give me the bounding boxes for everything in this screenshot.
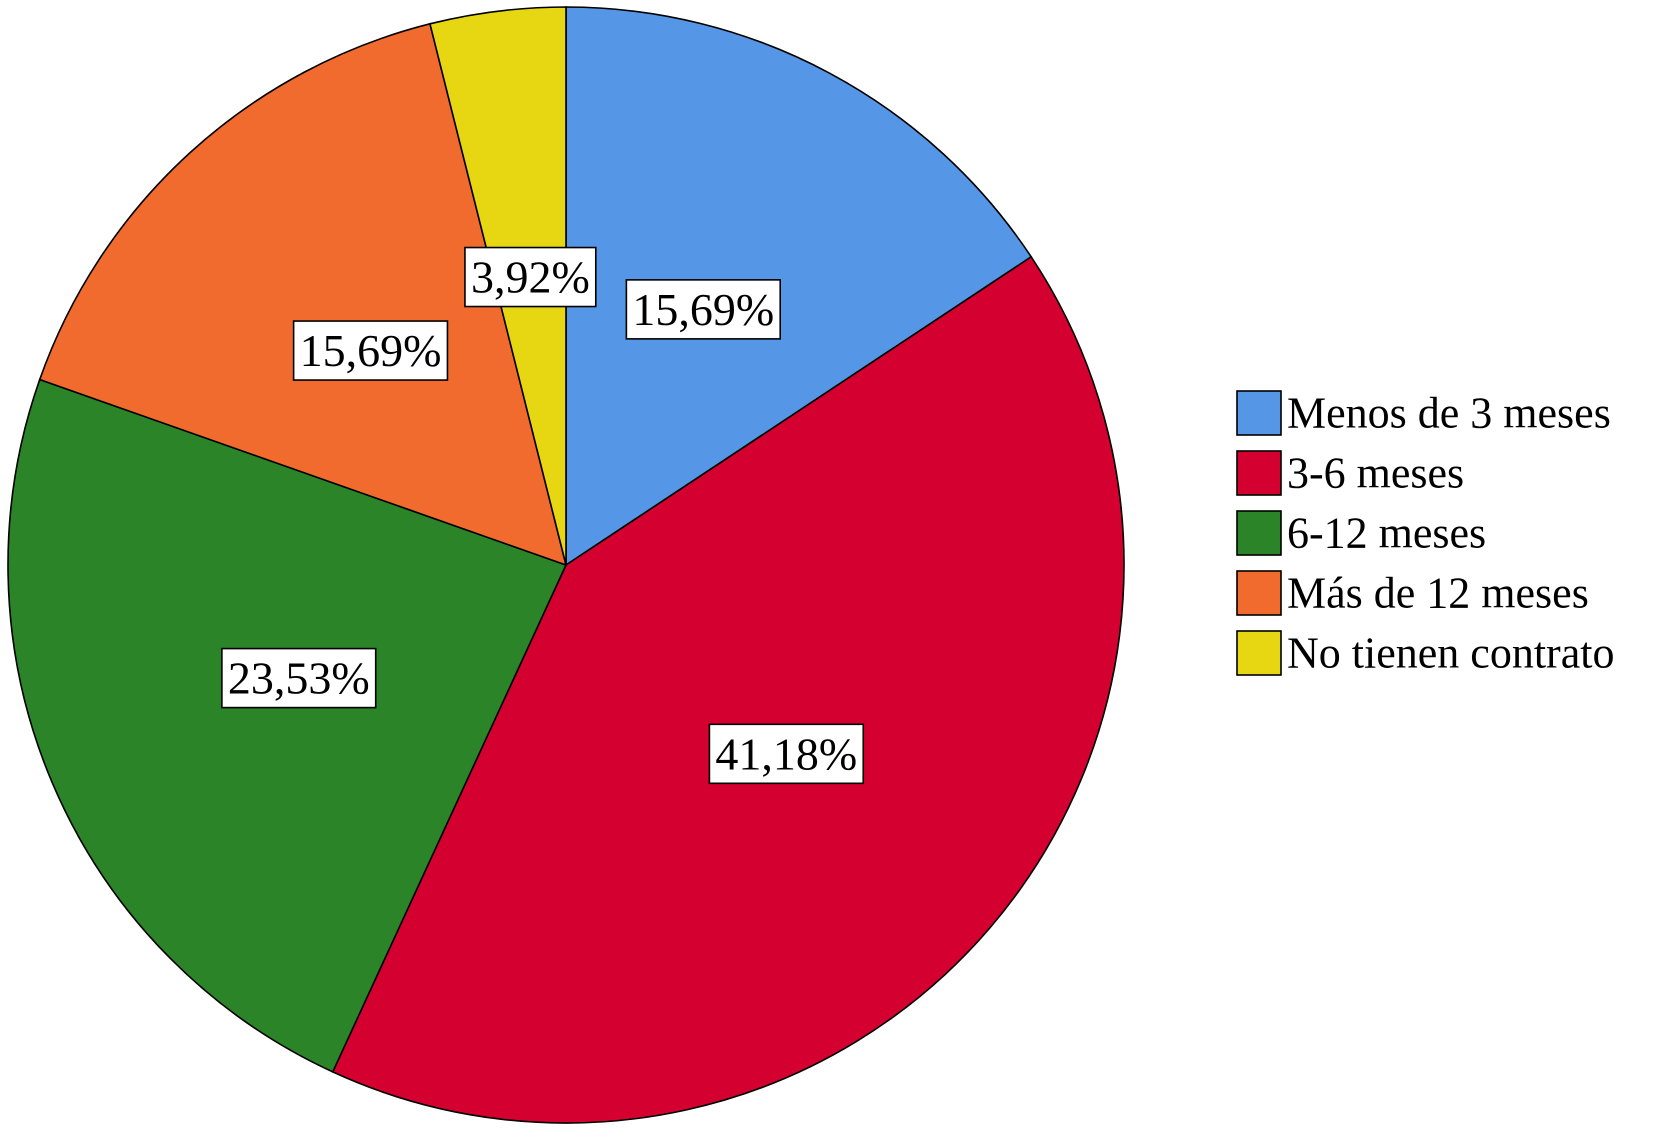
legend-label: Menos de 3 meses — [1287, 389, 1611, 438]
slice-data-label: 15,69% — [625, 279, 782, 340]
data-label-box — [292, 320, 449, 381]
data-label-box — [625, 279, 782, 340]
legend-item: 6-12 meses — [1236, 509, 1486, 558]
slice-data-label: 23,53% — [221, 647, 377, 709]
legend-swatch — [1236, 450, 1282, 496]
pie-slices — [7, 6, 1125, 1124]
legend-label: 3-6 meses — [1287, 449, 1464, 498]
legend-item: Menos de 3 meses — [1236, 389, 1611, 438]
legend-label: Más de 12 meses — [1287, 569, 1589, 618]
data-label-box — [708, 723, 865, 785]
data-label-box — [464, 246, 597, 308]
data-label-text: 23,53% — [228, 653, 370, 704]
legend-item: No tienen contrato — [1236, 629, 1614, 678]
legend: Menos de 3 meses 3-6 meses 6-12 meses Más d… — [1236, 389, 1614, 678]
data-label-text: 15,69% — [300, 325, 442, 376]
legend-label: 6-12 meses — [1287, 509, 1486, 558]
data-label-text: 41,18% — [715, 728, 857, 779]
data-label-text: 15,69% — [632, 284, 774, 335]
legend-label: No tienen contrato — [1287, 629, 1614, 678]
legend-swatch — [1236, 390, 1282, 436]
pie-slice — [565, 6, 1033, 567]
legend-swatch — [1236, 630, 1282, 676]
data-label-text: 3,92% — [471, 252, 590, 303]
slice-data-label: 3,92% — [464, 246, 597, 308]
data-label-box — [221, 647, 377, 709]
legend-item: 3-6 meses — [1236, 449, 1464, 498]
legend-swatch — [1236, 570, 1282, 616]
pie-slice — [38, 22, 568, 567]
legend-item: Más de 12 meses — [1236, 569, 1589, 618]
legend-swatch — [1236, 510, 1282, 556]
pie-slice — [331, 255, 1125, 1124]
slice-data-label: 41,18% — [708, 723, 865, 785]
slice-data-label: 15,69% — [292, 320, 449, 381]
slice-labels: 15,69% 41,18% 23,53% 15,69% 3,92% — [221, 246, 865, 785]
pie-slice — [7, 378, 568, 1073]
